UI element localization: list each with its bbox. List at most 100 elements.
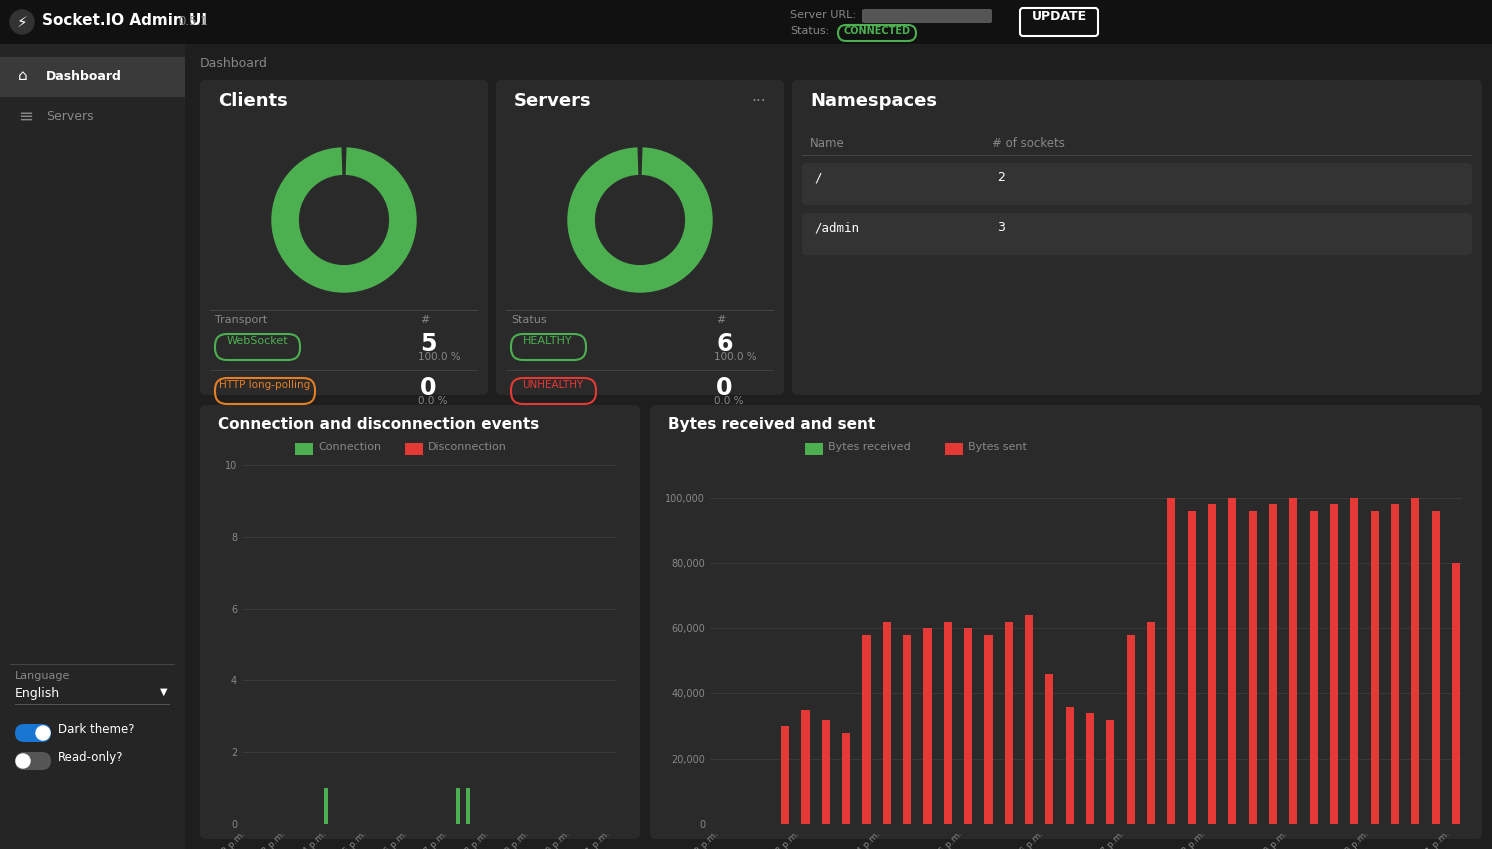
Text: Read-only?: Read-only? xyxy=(58,751,124,764)
Bar xyxy=(295,443,313,455)
Bar xyxy=(841,733,850,824)
Text: 100.0 %: 100.0 % xyxy=(715,352,756,362)
Bar xyxy=(1452,563,1461,824)
Text: # of sockets: # of sockets xyxy=(992,137,1065,150)
Wedge shape xyxy=(272,148,416,293)
Bar xyxy=(15,704,170,705)
Bar xyxy=(1431,511,1440,824)
Text: /admin: /admin xyxy=(815,221,859,234)
Text: 0.0 %: 0.0 % xyxy=(418,396,448,406)
Text: ▼: ▼ xyxy=(160,687,167,697)
FancyBboxPatch shape xyxy=(495,80,783,395)
FancyBboxPatch shape xyxy=(803,163,1473,205)
Bar xyxy=(0,57,185,97)
Bar xyxy=(457,788,460,824)
Bar xyxy=(506,310,774,311)
FancyBboxPatch shape xyxy=(200,80,488,395)
Text: Bytes received and sent: Bytes received and sent xyxy=(668,417,876,432)
Text: 5: 5 xyxy=(421,332,437,356)
Text: ⚡: ⚡ xyxy=(16,14,27,30)
Text: 0: 0 xyxy=(716,376,733,400)
Bar xyxy=(1065,706,1074,824)
Text: UNHEALTHY: UNHEALTHY xyxy=(522,380,583,390)
Text: Dark theme?: Dark theme? xyxy=(58,723,134,736)
Text: Disconnection: Disconnection xyxy=(428,442,507,452)
Text: UPDATE: UPDATE xyxy=(1031,10,1086,23)
Text: Servers: Servers xyxy=(46,110,94,123)
Text: 6: 6 xyxy=(716,332,733,356)
Bar xyxy=(1289,498,1298,824)
Bar xyxy=(1350,498,1358,824)
FancyBboxPatch shape xyxy=(792,80,1482,395)
Bar xyxy=(1046,674,1053,824)
Text: HEALTHY: HEALTHY xyxy=(524,336,573,346)
Text: Namespaces: Namespaces xyxy=(810,92,937,110)
Bar xyxy=(1004,621,1013,824)
Bar xyxy=(1107,720,1115,824)
Text: Socket.IO Admin UI: Socket.IO Admin UI xyxy=(42,13,207,28)
FancyBboxPatch shape xyxy=(15,724,51,742)
FancyBboxPatch shape xyxy=(803,213,1473,255)
Bar xyxy=(10,664,175,665)
Text: HTTP long-polling: HTTP long-polling xyxy=(219,380,310,390)
Bar xyxy=(1167,498,1176,824)
Text: Status: Status xyxy=(510,315,546,325)
Bar xyxy=(1086,713,1094,824)
Text: English: English xyxy=(15,687,60,700)
Bar xyxy=(1025,616,1032,824)
Bar xyxy=(404,443,424,455)
Text: Dashboard: Dashboard xyxy=(46,70,122,83)
Text: Bytes sent: Bytes sent xyxy=(968,442,1026,452)
Bar xyxy=(1371,511,1379,824)
Bar xyxy=(883,621,891,824)
Bar xyxy=(1147,621,1155,824)
Text: 3: 3 xyxy=(997,221,1006,234)
Text: 0.5.1: 0.5.1 xyxy=(178,15,207,28)
Bar xyxy=(822,720,830,824)
Text: Dashboard: Dashboard xyxy=(200,57,269,70)
Text: ≡: ≡ xyxy=(18,108,33,126)
Text: /: / xyxy=(815,171,822,184)
Circle shape xyxy=(36,726,51,740)
Text: #: # xyxy=(421,315,430,325)
Text: Clients: Clients xyxy=(218,92,288,110)
Bar xyxy=(1126,635,1135,824)
Text: 2: 2 xyxy=(997,171,1006,184)
Bar xyxy=(903,635,912,824)
FancyBboxPatch shape xyxy=(862,9,992,23)
Bar xyxy=(985,635,992,824)
Bar xyxy=(1329,504,1338,824)
Text: Status:: Status: xyxy=(789,26,830,36)
Bar xyxy=(1188,511,1195,824)
Bar xyxy=(782,726,789,824)
Text: 0.0 %: 0.0 % xyxy=(715,396,743,406)
Text: Language: Language xyxy=(15,671,70,681)
Text: Server URL:: Server URL: xyxy=(789,10,856,20)
Bar xyxy=(1209,504,1216,824)
Bar xyxy=(210,370,477,371)
Bar xyxy=(1228,498,1237,824)
Bar xyxy=(1391,504,1399,824)
Text: Transport: Transport xyxy=(215,315,267,325)
Bar xyxy=(806,443,824,455)
FancyBboxPatch shape xyxy=(651,405,1482,839)
Text: ···: ··· xyxy=(752,94,767,109)
Bar xyxy=(944,443,962,455)
Bar xyxy=(944,621,952,824)
Text: Bytes received: Bytes received xyxy=(828,442,910,452)
Bar xyxy=(1411,498,1419,824)
Bar xyxy=(801,710,810,824)
Bar xyxy=(1310,511,1317,824)
FancyBboxPatch shape xyxy=(200,405,640,839)
Text: Name: Name xyxy=(810,137,844,150)
Text: 100.0 %: 100.0 % xyxy=(418,352,461,362)
Text: Connection: Connection xyxy=(318,442,380,452)
Bar xyxy=(803,155,1473,156)
Text: Connection and disconnection events: Connection and disconnection events xyxy=(218,417,539,432)
Bar xyxy=(210,310,477,311)
Text: WebSocket: WebSocket xyxy=(227,336,288,346)
Bar xyxy=(1268,504,1277,824)
Bar xyxy=(964,628,973,824)
Bar xyxy=(466,788,470,824)
Bar xyxy=(1249,511,1256,824)
